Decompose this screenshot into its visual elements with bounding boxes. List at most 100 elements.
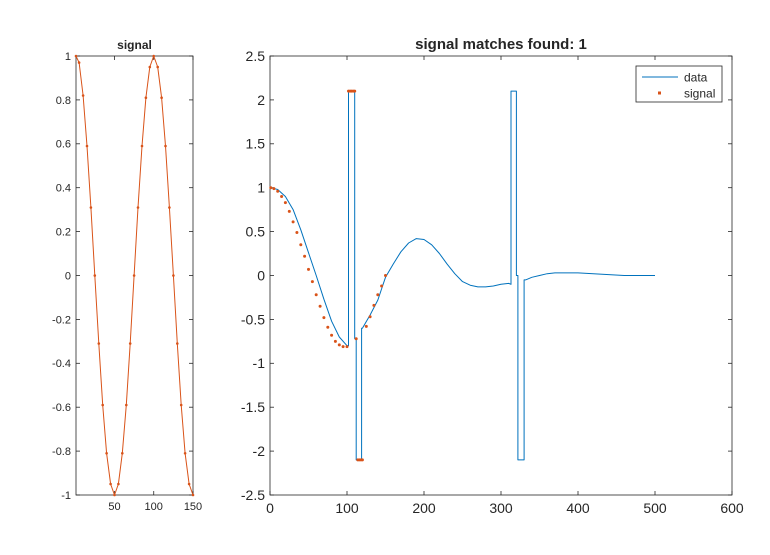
data-point — [341, 345, 345, 349]
data-point — [303, 254, 307, 258]
x-tick-label: 100 — [145, 501, 163, 513]
x-tick-label: 500 — [643, 500, 667, 516]
data-point — [330, 333, 334, 337]
legend-label: data — [684, 71, 708, 85]
y-tick-label: -1 — [61, 490, 71, 502]
plot-area-box — [269, 55, 733, 496]
y-tick-label: 0 — [257, 267, 265, 283]
x-tick-label: 300 — [489, 500, 513, 516]
data-point — [337, 343, 341, 347]
y-tick-label: -1 — [253, 355, 266, 371]
chart-title: signal matches found: 1 — [415, 36, 587, 53]
data-point — [368, 315, 372, 319]
data-point — [176, 342, 179, 345]
data-point — [97, 342, 101, 345]
data-point — [272, 187, 276, 191]
data-point — [372, 303, 376, 307]
data-point — [376, 293, 380, 297]
data-point — [187, 482, 191, 486]
y-tick-label: 1 — [65, 51, 71, 63]
data-point — [121, 452, 124, 455]
data-point — [291, 220, 295, 224]
data-point — [136, 206, 140, 209]
series-signal — [269, 89, 387, 462]
data-point — [364, 324, 368, 328]
data-point — [144, 96, 148, 99]
data-point — [168, 206, 171, 209]
data-point — [89, 206, 93, 209]
data-point — [125, 403, 128, 407]
data-point — [77, 61, 81, 64]
data-point — [148, 65, 152, 69]
series-signal — [74, 54, 195, 497]
data-point — [380, 284, 384, 288]
y-tick-label: 0.8 — [56, 95, 71, 107]
data-point — [360, 458, 364, 462]
x-tick-label: 50 — [108, 501, 120, 513]
y-tick-label: 1 — [257, 180, 265, 196]
data-point — [287, 209, 291, 213]
data-point — [295, 231, 299, 234]
data-point — [156, 65, 159, 69]
data-point — [191, 493, 195, 497]
y-tick-label: -1.5 — [241, 399, 265, 415]
data-point — [117, 482, 120, 486]
y-tick-label: -2 — [253, 443, 266, 459]
y-tick-label: 0.4 — [56, 183, 71, 195]
data-point — [81, 94, 85, 97]
data-point — [109, 482, 112, 486]
data-point — [276, 189, 280, 193]
data-point — [164, 144, 167, 148]
chart-signal: signal 50 100 150 -1 -0.8 -0.6 -0.4 -0.2 0 0.2 0.4 0… — [52, 38, 202, 513]
legend-swatch-marker — [658, 91, 661, 95]
y-tick-label: 0 — [65, 270, 71, 282]
y-tick-label: 1.5 — [246, 136, 266, 152]
data-point — [307, 267, 310, 271]
series-data — [270, 90, 655, 461]
x-tick-label: 100 — [335, 500, 359, 516]
x-tick-label: 400 — [566, 500, 590, 516]
data-point — [101, 403, 104, 407]
y-tick-label: -0.5 — [241, 311, 265, 327]
data-point — [318, 304, 322, 308]
data-point — [128, 342, 132, 345]
y-tick-label: 2.5 — [246, 48, 266, 64]
chart-title: signal — [117, 38, 152, 52]
y-tick-label: -0.2 — [52, 314, 71, 326]
data-point — [113, 493, 116, 497]
data-point — [310, 280, 314, 284]
data-point — [384, 274, 387, 277]
y-tick-label: 0.2 — [56, 226, 71, 238]
legend-box — [635, 65, 723, 103]
series-line — [270, 90, 655, 461]
y-tick-label: 0.6 — [56, 139, 71, 151]
data-point — [326, 325, 330, 329]
y-tick-label: -0.6 — [52, 402, 71, 414]
data-point — [269, 186, 273, 190]
y-tick-label: -0.8 — [52, 446, 71, 458]
data-point — [152, 54, 155, 58]
y-tick-label: -0.4 — [52, 358, 71, 370]
data-point — [283, 201, 287, 205]
x-tick-label: 600 — [720, 500, 744, 516]
data-point — [93, 274, 97, 277]
y-tick-label: -2.5 — [241, 487, 265, 503]
data-point — [74, 54, 78, 58]
data-point — [132, 274, 136, 277]
data-point — [105, 452, 108, 455]
x-tick-label: 150 — [184, 501, 202, 513]
data-point — [179, 403, 183, 407]
data-point — [280, 195, 284, 198]
legend-label: signal — [684, 87, 715, 101]
data-point — [353, 89, 357, 93]
data-point — [140, 144, 144, 148]
data-point — [314, 293, 318, 297]
data-point — [160, 96, 163, 99]
data-point — [299, 243, 303, 247]
y-tick-label: 2 — [257, 92, 265, 108]
data-point — [354, 337, 358, 341]
x-tick-label: 200 — [412, 500, 436, 516]
data-point — [333, 339, 337, 343]
